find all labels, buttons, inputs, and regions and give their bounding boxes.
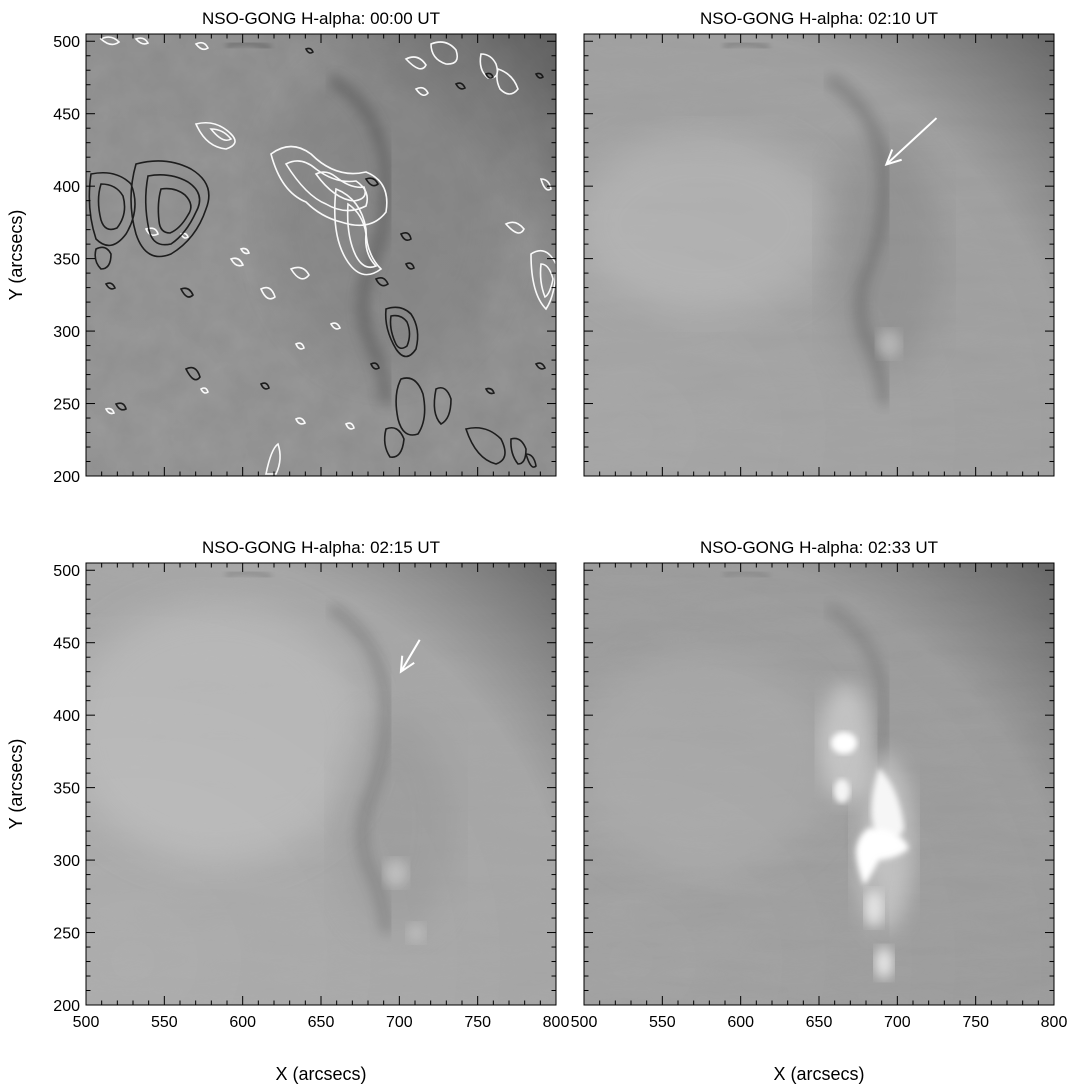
tick-labels: 2002503003504004505002002503003504004505… xyxy=(53,34,1067,1031)
x-tick-label: 800 xyxy=(543,1014,570,1031)
y-tick-label: 400 xyxy=(53,708,80,725)
y-tick-label: 200 xyxy=(53,469,80,486)
y-tick-label: 300 xyxy=(53,853,80,870)
panel-2-ticks xyxy=(583,34,1055,477)
panel-2-title: NSO-GONG H-alpha: 02:10 UT xyxy=(700,9,938,28)
panel-3-title: NSO-GONG H-alpha: 02:15 UT xyxy=(202,538,440,557)
x-tick-label: 550 xyxy=(151,1014,178,1031)
x-axis-label-left: X (arcsecs) xyxy=(275,1064,366,1084)
y-axis-label-top: Y (arcsecs) xyxy=(6,210,26,301)
x-tick-label: 700 xyxy=(386,1014,413,1031)
x-tick-label: 600 xyxy=(229,1014,256,1031)
panel-1 xyxy=(85,33,557,477)
y-tick-label: 450 xyxy=(53,107,80,124)
x-tick-label: 650 xyxy=(308,1014,335,1031)
y-tick-label: 200 xyxy=(53,998,80,1015)
panel-1-ticks xyxy=(85,34,557,477)
panel-4 xyxy=(583,562,1055,1006)
panel-2-arrow xyxy=(885,117,938,166)
x-tick-label: 800 xyxy=(1041,1014,1067,1031)
x-tick-label: 700 xyxy=(884,1014,911,1031)
panel-3 xyxy=(85,562,557,1006)
panel-3-ticks xyxy=(85,563,557,1006)
y-tick-label: 250 xyxy=(53,926,80,943)
x-tick-label: 650 xyxy=(806,1014,833,1031)
x-tick-label: 500 xyxy=(73,1014,100,1031)
panel-2 xyxy=(583,33,1055,477)
x-axis-label-right: X (arcsecs) xyxy=(773,1064,864,1084)
y-tick-label: 450 xyxy=(53,636,80,653)
panel-3-arrow xyxy=(400,639,421,673)
panel-2-arrowhead xyxy=(884,149,902,166)
panel-3-arrowhead xyxy=(399,655,415,674)
y-tick-label: 300 xyxy=(53,324,80,341)
y-tick-label: 250 xyxy=(53,397,80,414)
y-tick-label: 500 xyxy=(53,563,80,580)
x-tick-label: 750 xyxy=(962,1014,989,1031)
panel-4-title: NSO-GONG H-alpha: 02:33 UT xyxy=(700,538,938,557)
x-tick-label: 500 xyxy=(571,1014,598,1031)
panel-4-ticks xyxy=(583,563,1055,1006)
y-tick-label: 350 xyxy=(53,781,80,798)
y-tick-label: 350 xyxy=(53,252,80,269)
y-tick-label: 500 xyxy=(53,34,80,51)
x-tick-label: 550 xyxy=(649,1014,676,1031)
negative-polarity-contours xyxy=(88,47,547,468)
x-tick-label: 750 xyxy=(464,1014,491,1031)
panel-1-title: NSO-GONG H-alpha: 00:00 UT xyxy=(202,9,440,28)
y-tick-label: 400 xyxy=(53,179,80,196)
flare-ribbons xyxy=(820,683,914,979)
y-axis-label-bottom: Y (arcsecs) xyxy=(6,739,26,830)
x-tick-label: 600 xyxy=(727,1014,754,1031)
